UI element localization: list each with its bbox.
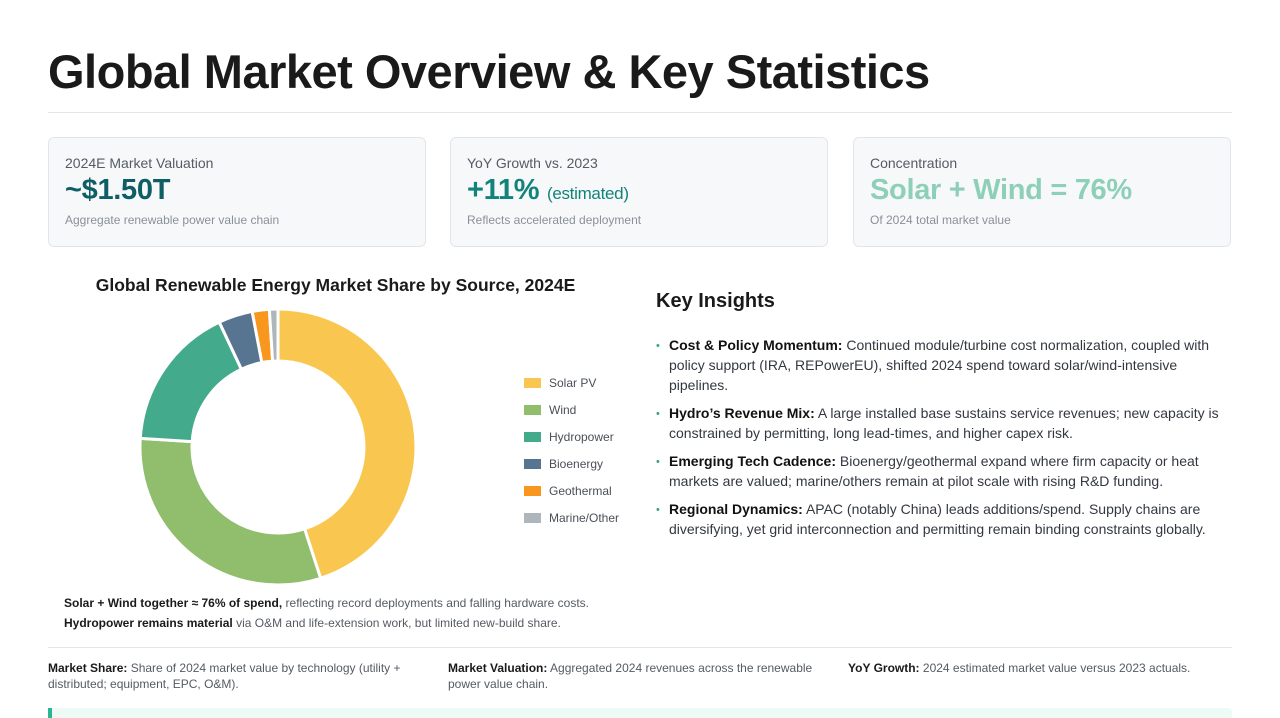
kpi-value: ~$1.50T bbox=[65, 174, 409, 207]
legend-item: Geothermal bbox=[524, 477, 619, 504]
legend-item: Solar PV bbox=[524, 369, 619, 396]
chart-note-text: via O&M and life-extension work, but lim… bbox=[232, 616, 561, 630]
kpi-value-main: ~$1.50T bbox=[65, 174, 171, 206]
footnote-text: Aggregated 2024 revenues across the rene… bbox=[448, 661, 813, 691]
bullet-icon: • bbox=[656, 408, 660, 420]
callout-bar bbox=[48, 708, 1232, 718]
donut-chart bbox=[138, 307, 418, 587]
legend-swatch bbox=[524, 404, 541, 415]
insight-text: Bioenergy/geothermal expand where firm c… bbox=[669, 453, 1199, 489]
kpi-label: 2024E Market Valuation bbox=[65, 155, 214, 171]
insight-cost-policy: • Cost & Policy Momentum: Continued modul… bbox=[656, 335, 1226, 395]
insight-heading: Cost & Policy Momentum: bbox=[669, 337, 843, 353]
callout-accent bbox=[48, 708, 52, 718]
footnote-text: 2024 estimated market value versus 2023 … bbox=[919, 661, 1191, 675]
legend-label: Solar PV bbox=[549, 375, 597, 390]
insight-heading: Emerging Tech Cadence: bbox=[669, 453, 837, 469]
footnote-market-share: Market Share: Share of 2024 market value… bbox=[48, 660, 423, 692]
kpi-note: Aggregate renewable power value chain bbox=[65, 213, 280, 227]
legend-label: Marine/Other bbox=[549, 510, 620, 525]
kpi-value-main: Solar + Wind = 76% bbox=[870, 174, 1132, 206]
page-title: Global Market Overview & Key Statistics bbox=[48, 45, 930, 98]
chart-title: Global Renewable Energy Market Share by … bbox=[95, 275, 576, 295]
chart-note-text: reflecting record deployments and fallin… bbox=[282, 596, 590, 610]
title-divider bbox=[48, 112, 1232, 113]
chart-legend: Solar PV Wind Hydropower Bioenergy Geotherma… bbox=[524, 369, 619, 531]
insights-title: Key Insights bbox=[656, 290, 775, 312]
legend-label: Geothermal bbox=[549, 483, 612, 498]
footnote-term: YoY Growth: bbox=[848, 661, 920, 675]
kpi-card-growth: YoY Growth vs. 2023 +11% (estimated) Ref… bbox=[450, 137, 828, 247]
kpi-note: Reflects accelerated deployment bbox=[467, 213, 642, 227]
insights-list: • Cost & Policy Momentum: Continued modul… bbox=[656, 335, 1226, 547]
legend-item: Wind bbox=[524, 396, 619, 423]
bullet-icon: • bbox=[656, 340, 660, 352]
insight-hydro-revenue: • Hydro’s Revenue Mix: A large installed … bbox=[656, 403, 1226, 443]
footer-divider bbox=[48, 647, 1232, 648]
kpi-value: +11% (estimated) bbox=[467, 174, 811, 207]
legend-swatch bbox=[524, 431, 541, 442]
donut-slice-marine-other bbox=[267, 307, 280, 363]
bullet-icon: • bbox=[656, 456, 660, 468]
chart-note-hydropower: Hydropower remains material via O&M and … bbox=[64, 616, 561, 630]
footnote-market-valuation: Market Valuation: Aggregated 2024 revenu… bbox=[448, 660, 823, 692]
legend-swatch bbox=[524, 512, 541, 523]
legend-label: Wind bbox=[549, 402, 577, 417]
donut-slice-solar-pv bbox=[276, 307, 418, 581]
insight-text: A large installed base sustains service … bbox=[669, 405, 1219, 441]
legend-swatch bbox=[524, 458, 541, 469]
legend-item: Hydropower bbox=[524, 423, 619, 450]
legend-item: Marine/Other bbox=[524, 504, 619, 531]
insight-regional: • Regional Dynamics: APAC (notably China)… bbox=[656, 499, 1226, 539]
kpi-value-suffix: (estimated) bbox=[546, 184, 629, 203]
legend-item: Bioenergy bbox=[524, 450, 619, 477]
kpi-value-main: +11% bbox=[467, 174, 540, 206]
footnote-yoy-growth: YoY Growth: 2024 estimated market value … bbox=[848, 660, 1223, 676]
footnote-term: Market Valuation: bbox=[448, 661, 548, 675]
legend-swatch bbox=[524, 485, 541, 496]
footnote-text: Share of 2024 market value by technology… bbox=[48, 661, 401, 691]
donut-slice-wind bbox=[138, 436, 323, 587]
insight-text: APAC (notably China) leads additions/spe… bbox=[669, 501, 1206, 537]
kpi-value: Solar + Wind = 76% bbox=[870, 174, 1214, 207]
legend-label: Bioenergy bbox=[549, 456, 604, 471]
kpi-note: Of 2024 total market value bbox=[870, 213, 1011, 227]
bullet-icon: • bbox=[656, 504, 660, 516]
insight-heading: Regional Dynamics: bbox=[669, 501, 803, 517]
footnote-term: Market Share: bbox=[48, 661, 128, 675]
legend-swatch bbox=[524, 377, 541, 388]
kpi-label: YoY Growth vs. 2023 bbox=[467, 155, 598, 171]
insight-text: Continued module/turbine cost normalizat… bbox=[669, 337, 1210, 393]
kpi-card-concentration: Concentration Solar + Wind = 76% Of 2024… bbox=[853, 137, 1231, 247]
legend-label: Hydropower bbox=[549, 429, 614, 444]
chart-note-bold: Hydropower remains material bbox=[64, 616, 233, 630]
kpi-card-valuation: 2024E Market Valuation ~$1.50T Aggregate… bbox=[48, 137, 426, 247]
chart-note-solar-wind: Solar + Wind together ≈ 76% of spend, re… bbox=[64, 596, 589, 610]
insight-emerging-tech: • Emerging Tech Cadence: Bioenergy/geothe… bbox=[656, 451, 1226, 491]
kpi-label: Concentration bbox=[870, 155, 958, 171]
chart-note-bold: Solar + Wind together ≈ 76% of spend, bbox=[64, 596, 283, 610]
insight-heading: Hydro’s Revenue Mix: bbox=[669, 405, 815, 421]
